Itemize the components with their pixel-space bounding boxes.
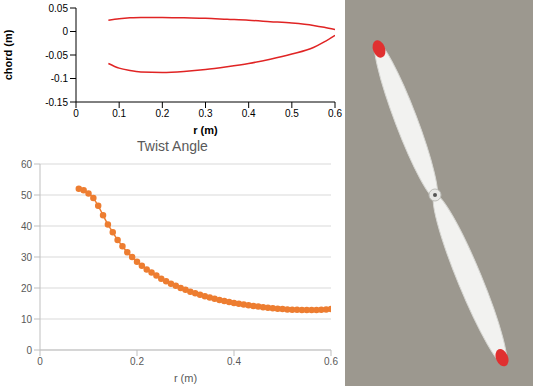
svg-text:0.4: 0.4 <box>227 356 241 367</box>
svg-text:0: 0 <box>37 356 43 367</box>
svg-text:chord (m): chord (m) <box>2 29 14 80</box>
svg-text:0.6: 0.6 <box>328 108 342 119</box>
svg-text:0: 0 <box>73 108 79 119</box>
svg-text:60: 60 <box>21 159 33 170</box>
svg-text:40: 40 <box>21 221 33 232</box>
svg-text:20: 20 <box>21 283 33 294</box>
svg-text:0.2: 0.2 <box>130 356 144 367</box>
svg-text:30: 30 <box>21 252 33 263</box>
svg-text:-0.1: -0.1 <box>51 73 69 84</box>
svg-text:r (m): r (m) <box>193 124 218 136</box>
svg-text:0: 0 <box>62 26 68 37</box>
svg-text:-0.15: -0.15 <box>45 97 68 108</box>
svg-text:0: 0 <box>26 345 32 356</box>
svg-text:50: 50 <box>21 190 33 201</box>
svg-text:-0.05: -0.05 <box>45 50 68 61</box>
svg-text:0.1: 0.1 <box>112 108 126 119</box>
svg-text:10: 10 <box>21 314 33 325</box>
svg-text:0.4: 0.4 <box>242 108 256 119</box>
svg-text:0.5: 0.5 <box>285 108 299 119</box>
svg-text:0.05: 0.05 <box>49 3 69 14</box>
svg-text:0.2: 0.2 <box>155 108 169 119</box>
svg-text:r (m): r (m) <box>174 372 197 384</box>
svg-text:0.3: 0.3 <box>199 108 213 119</box>
html-text:Twist Angle: Twist Angle <box>137 138 208 154</box>
svg-text:0.6: 0.6 <box>324 356 338 367</box>
